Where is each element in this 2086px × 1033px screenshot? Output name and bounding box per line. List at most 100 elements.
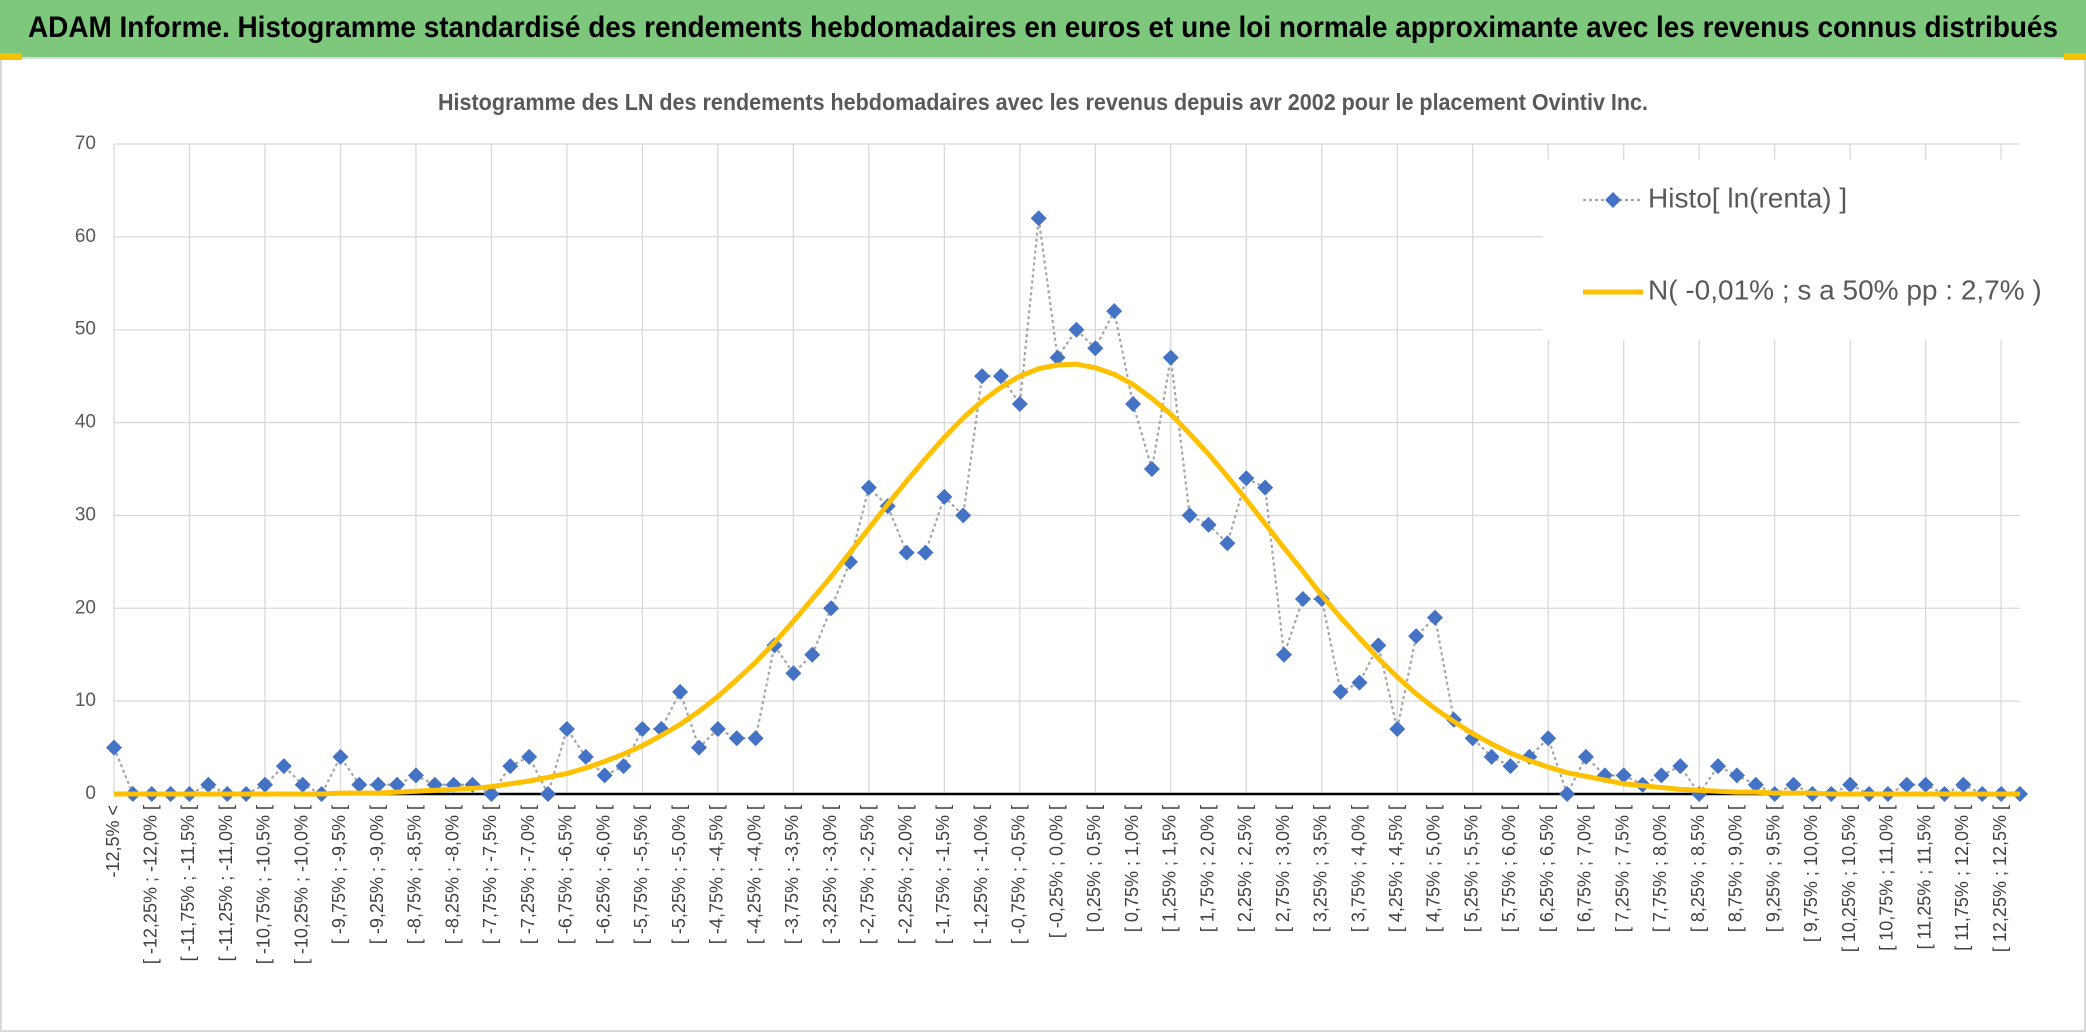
data-point — [917, 544, 934, 561]
y-tick-label: 30 — [75, 504, 96, 525]
data-point — [1162, 349, 1179, 366]
data-point — [936, 488, 953, 505]
data-point — [1483, 748, 1500, 765]
data-point — [1747, 776, 1764, 793]
data-point — [634, 721, 651, 737]
data-point — [1087, 340, 1104, 357]
x-tick-label: [ 6,25% ; 6,5% [ — [1537, 805, 1557, 932]
x-tick-label: [ 9,25% ; 9,5% [ — [1763, 805, 1783, 932]
x-tick-label: [ -10,25% ; -10,0% [ — [291, 805, 311, 964]
data-point — [1615, 767, 1632, 784]
legend-box — [1543, 160, 2023, 340]
x-tick-label: [ -4,25% ; -4,0% [ — [744, 805, 764, 944]
chart-title: Histogramme des LN des rendements hebdom… — [438, 89, 1648, 115]
y-tick-label: 60 — [75, 226, 96, 247]
x-tick-label: [ -6,25% ; -6,0% [ — [593, 805, 613, 944]
data-point — [540, 786, 557, 802]
x-tick-label: [ -11,25% ; -11,0% [ — [216, 805, 236, 961]
data-point — [558, 721, 575, 737]
x-tick-label: [ -7,25% ; -7,0% [ — [518, 805, 538, 944]
data-point — [747, 730, 764, 747]
y-tick-label: 70 — [75, 133, 96, 154]
header-band — [0, 0, 2086, 57]
data-point — [256, 776, 273, 793]
x-tick-label: [ -10,75% ; -10,5% [ — [254, 805, 274, 964]
data-point — [577, 748, 594, 765]
x-tick-label: [ -6,75% ; -6,5% [ — [556, 805, 576, 944]
data-point — [1276, 646, 1293, 663]
corner-accent — [0, 53, 22, 60]
x-tick-label: [ -1,25% ; -1,0% [ — [971, 805, 991, 944]
data-point — [1370, 637, 1387, 654]
data-point — [1917, 776, 1934, 793]
data-point — [407, 767, 424, 784]
x-tick-label: [ -3,75% ; -3,5% [ — [782, 805, 802, 944]
x-tick-label: [ 6,75% ; 7,0% [ — [1575, 805, 1595, 932]
data-point — [1559, 786, 1576, 802]
x-tick-label: [ -1,75% ; -1,5% [ — [933, 805, 953, 944]
data-point — [728, 730, 745, 747]
x-tick-label: [ -5,25% ; -5,0% [ — [669, 805, 689, 944]
data-point — [1238, 470, 1255, 487]
y-tick-label: 40 — [75, 412, 96, 433]
data-point — [974, 368, 991, 385]
x-tick-label: [ 3,75% ; 4,0% [ — [1348, 805, 1368, 932]
x-tick-label: [ -8,75% ; -8,5% [ — [405, 805, 425, 944]
data-point — [332, 748, 349, 765]
x-tick-label: [ 8,75% ; 9,0% [ — [1726, 805, 1746, 932]
legend-label: N( -0,01% ; s a 50% pp : 2,7% ) — [1648, 274, 2042, 305]
legend-label: Histo[ ln(renta) ] — [1648, 182, 1847, 213]
x-tick-label: [ -0,75% ; -0,5% [ — [1009, 805, 1029, 944]
header-title: ADAM Informe. Histogramme standardisé de… — [28, 11, 2058, 44]
data-point — [1219, 535, 1236, 552]
data-point — [955, 507, 972, 524]
data-point — [804, 646, 821, 663]
x-tick-label: [ -9,75% ; -9,5% [ — [329, 805, 349, 944]
data-point — [1728, 767, 1745, 784]
data-point — [1842, 776, 1859, 793]
data-point — [1955, 776, 1972, 793]
x-tick-label: -12,5% < — [103, 805, 123, 878]
data-point — [615, 758, 632, 775]
y-tick-label: 20 — [75, 597, 96, 618]
x-tick-label: [ 10,25% ; 10,5% [ — [1839, 805, 1859, 952]
x-tick-label: [ 12,25% ; 12,5% [ — [1990, 805, 2010, 952]
chart-border — [0, 57, 2086, 1032]
data-point — [1672, 758, 1689, 775]
x-tick-label: [ -2,25% ; -2,0% [ — [895, 805, 915, 944]
data-point — [1181, 507, 1198, 524]
x-tick-label: [ 5,25% ; 5,5% [ — [1461, 805, 1481, 932]
x-tick-label: [ -8,25% ; -8,0% [ — [442, 805, 462, 944]
x-tick-label: [ 5,75% ; 6,0% [ — [1499, 805, 1519, 932]
x-tick-label: [ -5,75% ; -5,5% [ — [631, 805, 651, 944]
data-point — [860, 479, 877, 496]
data-point — [1389, 721, 1406, 737]
data-point — [823, 600, 840, 617]
data-point — [1408, 628, 1425, 645]
x-tick-label: [ 0,75% ; 1,0% [ — [1122, 805, 1142, 932]
x-tick-label: [ 1,75% ; 2,0% [ — [1197, 805, 1217, 932]
data-point — [1125, 396, 1142, 412]
x-tick-label: [ 4,25% ; 4,5% [ — [1386, 805, 1406, 932]
data-point — [1540, 730, 1557, 747]
x-tick-label: [ 11,25% ; 11,5% [ — [1914, 805, 1934, 949]
y-tick-label: 50 — [75, 319, 96, 340]
x-tick-label: [ 2,75% ; 3,0% [ — [1273, 805, 1293, 932]
data-point — [1257, 479, 1274, 496]
data-point — [1351, 674, 1368, 691]
x-tick-label: [ -7,75% ; -7,5% [ — [480, 805, 500, 944]
x-tick-label: [ -2,75% ; -2,5% [ — [858, 805, 878, 944]
data-point — [1332, 683, 1349, 700]
x-tick-label: [ 7,25% ; 7,5% [ — [1612, 805, 1632, 932]
data-point — [1710, 758, 1727, 775]
data-point — [596, 767, 613, 784]
x-tick-label: [ -9,25% ; -9,0% [ — [367, 805, 387, 944]
x-tick-label: [ 4,75% ; 5,0% [ — [1424, 805, 1444, 932]
x-tick-label: [ -4,75% ; -4,5% [ — [707, 805, 727, 944]
data-point — [370, 776, 387, 793]
data-point — [1898, 776, 1915, 793]
data-point — [275, 758, 292, 775]
data-point — [1200, 516, 1217, 533]
data-point — [1068, 321, 1085, 338]
